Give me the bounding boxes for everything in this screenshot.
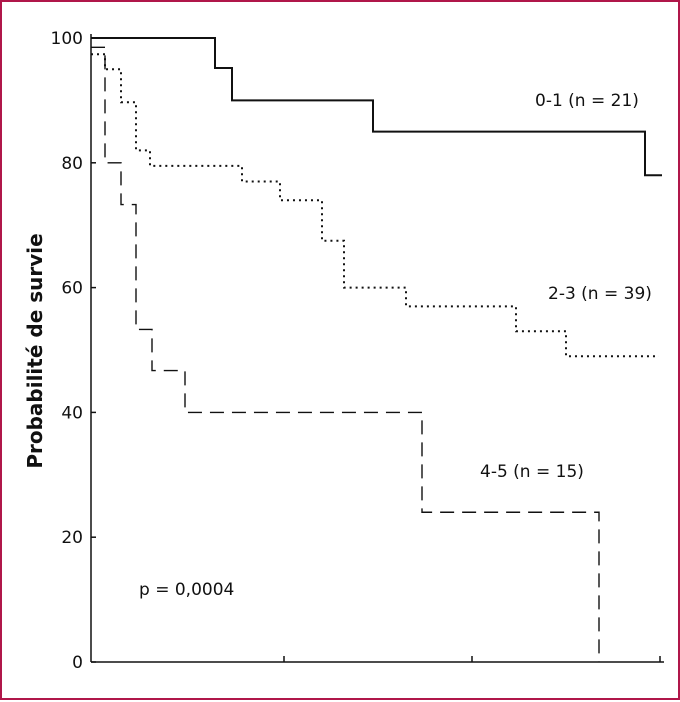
y-tick-label: 0 [72,653,83,673]
y-tick-label: 60 [61,279,83,299]
y-tick-label: 80 [61,154,83,174]
y-axis-label: Probabilité de survie [23,233,47,468]
series-line-1 [91,53,659,358]
series-label-0: 0-1 (n = 21) [535,91,639,111]
y-tick-label: 20 [61,528,83,548]
series-line-0 [91,37,662,177]
p-value-annotation: p = 0,0004 [139,580,234,600]
series-label-1: 2-3 (n = 39) [548,284,652,304]
series-line-2 [91,46,600,662]
y-tick-label: 100 [51,29,83,49]
y-tick-label: 40 [61,403,83,423]
series-label-2: 4-5 (n = 15) [480,462,584,482]
